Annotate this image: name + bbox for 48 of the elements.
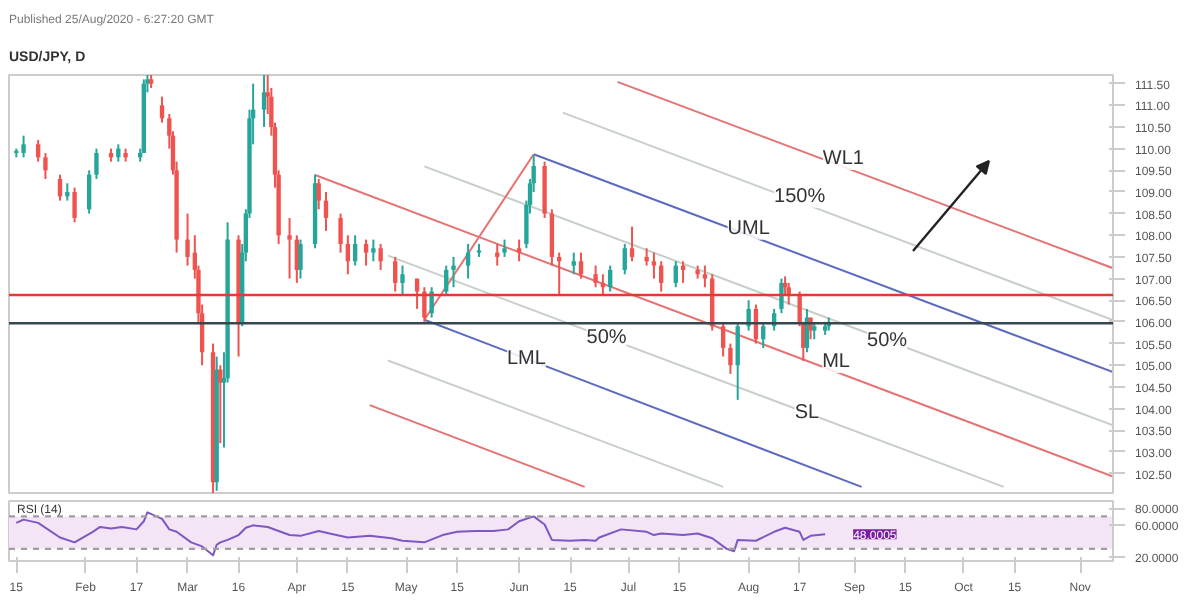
candlestick [185, 212, 190, 267]
candlestick [338, 212, 343, 254]
candlestick [549, 208, 555, 267]
candlestick [465, 242, 471, 280]
candlestick [21, 134, 26, 159]
candlestick [651, 251, 657, 280]
candlestick [43, 151, 48, 180]
candlestick [622, 242, 627, 276]
candlestick [35, 138, 41, 163]
annotation: LML [506, 347, 547, 370]
candlestick [542, 160, 547, 219]
candlestick [761, 320, 766, 349]
candlestick [94, 147, 99, 180]
candlestick [702, 264, 708, 289]
candlestick [629, 225, 635, 263]
candlestick [298, 238, 303, 280]
candlestick [316, 177, 321, 211]
candlestick [287, 216, 292, 280]
candlestick [728, 342, 733, 375]
candlestick [414, 277, 420, 310]
candlestick [444, 264, 449, 297]
annotation: 50% [586, 326, 627, 349]
candlestick [261, 75, 267, 128]
candlestick [593, 264, 598, 289]
annotation: SL [794, 401, 821, 424]
candlestick [429, 286, 434, 319]
annotation: ML [822, 351, 851, 374]
candlestick [378, 242, 383, 271]
candlestick [371, 238, 376, 263]
candlestick [422, 286, 427, 323]
candlestick [400, 264, 405, 297]
candlestick [516, 238, 522, 263]
candlestick [779, 277, 784, 315]
candlestick [363, 238, 369, 267]
candlestick [218, 364, 223, 445]
candlestick [159, 95, 165, 124]
candlestick [451, 255, 456, 289]
annotation: UML [727, 217, 771, 240]
candlestick [571, 251, 576, 276]
candlestick [720, 320, 726, 358]
annotation: 150% [774, 185, 826, 208]
candlestick [578, 251, 584, 280]
candlestick [393, 255, 398, 293]
annotation: WL1 [822, 148, 865, 171]
candlestick [72, 186, 77, 224]
annotation: 50% [867, 329, 908, 352]
candlestick [746, 299, 751, 332]
candlestick [735, 320, 740, 401]
